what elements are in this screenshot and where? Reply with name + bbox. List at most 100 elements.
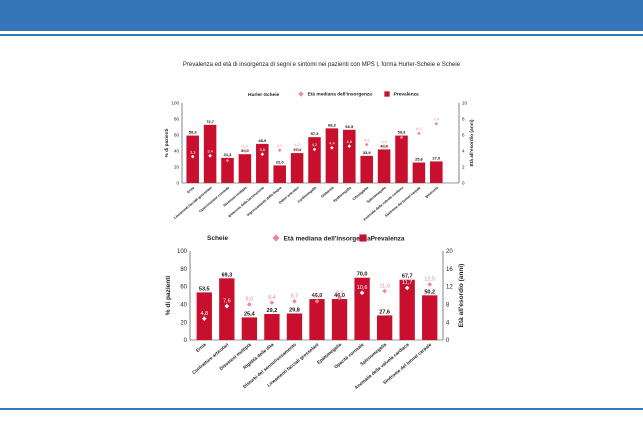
age-value-label: 12,5 [424,277,435,283]
legend-label-marker: Età mediana dell'insorgenza [284,235,372,242]
age-marker [417,131,421,136]
age-marker [404,285,410,291]
age-value-label: 4,6 [381,139,387,144]
bar [399,279,415,340]
age-value-label: 8,4 [268,295,276,301]
age-value-label: 7,6 [223,298,231,304]
header-bar [0,0,643,31]
bar-value-label: 33,9 [363,150,372,155]
y-tick-label-left: 40 [180,303,187,309]
y-tick-label-right: 8 [462,117,465,122]
age-value-label: 4,2 [294,142,300,147]
bar [343,129,356,183]
age-value-label: 10,6 [357,285,368,291]
bar-value-label: 27,6 [379,309,390,315]
bar [203,124,217,183]
age-value-label: 9,4 [336,290,344,296]
age-marker [277,148,282,152]
y-tick-label-right: 12 [446,285,453,291]
header-divider [0,34,643,36]
bar-value-label: 31,3 [224,152,233,157]
category-label: Ernie [186,186,195,195]
age-marker [295,147,299,152]
bar-value-label: 59,3 [398,130,407,135]
bar [238,154,252,183]
y-tick-label-right: 2 [462,165,465,170]
y-tick-label-right: 10 [462,101,468,106]
y-tick-label-right: 6 [462,133,465,138]
y-tick-label-left: 0 [184,338,188,344]
y-tick-label-right: 4 [446,320,450,326]
age-value-label: 4,8 [200,311,208,317]
bar-value-label: 57,3 [311,131,320,136]
bar [241,317,258,340]
age-marker [337,295,342,301]
y-axis-title-left: % di pazienti [164,128,170,157]
bar [422,295,438,340]
y-tick-label-right: 20 [446,249,453,255]
bar-value-label: 53,5 [199,286,210,292]
bar-value-label: 46,0 [312,293,323,299]
age-value-label: 3,6 [260,147,266,152]
bar-value-label: 50,2 [424,289,435,295]
y-axis-title-right: Età all'esordio (anni) [469,119,475,166]
age-marker [260,152,265,156]
age-value-label: 8,0 [246,297,254,303]
age-marker [224,303,230,309]
age-value-label: 8,7 [291,293,299,299]
age-marker [312,147,317,152]
age-marker [314,298,320,304]
bar [395,135,408,183]
legend-marker-swatch [272,234,280,242]
age-value-label: 3,3 [190,149,196,154]
age-value-label: 8,7 [313,293,321,299]
age-marker [247,302,252,307]
legend-bar-swatch [359,234,367,242]
y-tick-label-left: 100 [177,249,188,255]
age-marker [201,316,207,321]
bar-value-label: 22,0 [276,159,285,164]
bar [290,153,304,183]
y-tick-label-right: 16 [446,267,453,273]
age-marker [190,154,195,159]
age-marker [427,282,433,287]
bar [221,157,234,183]
bar [309,299,325,340]
bar [331,299,348,340]
legend-label-bar: Prevalenza [394,92,419,98]
bar [412,162,426,183]
y-tick-label-left: 20 [180,320,187,326]
page-title: Prevalenza ed età di insorgenza di segni… [182,62,461,68]
chart-title: Scheie [207,235,228,242]
age-marker [330,146,334,150]
y-tick-label-left: 20 [174,165,180,170]
age-marker [359,290,365,296]
bar-value-label: 48,9 [258,138,267,143]
bar-value-label: 70,0 [357,272,368,278]
y-tick-label-right: 4 [462,149,465,154]
age-marker [364,142,369,147]
legend-label-bar: Prevalenza [371,235,405,242]
bar [308,137,321,183]
age-marker [243,149,247,153]
age-marker [347,144,352,148]
bar [273,165,286,183]
bar-value-label: 59,3 [189,130,198,135]
age-marker [382,288,387,294]
bar [219,278,235,340]
bar [256,143,269,183]
legend-bar-swatch [384,91,390,97]
y-axis-title-right: Età all'esordio (anni) [458,264,465,328]
bar-value-label: 68,3 [328,122,337,127]
bar-value-label: 72,7 [206,119,215,124]
age-marker [382,144,386,148]
bar [430,161,443,183]
age-value-label: 11,7 [402,280,412,286]
age-value-label: 7,4 [434,117,440,122]
y-tick-label-right: 0 [446,338,450,344]
category-label: Ernia [195,342,207,354]
age-value-label: 5,7 [399,130,405,135]
age-marker [434,122,439,126]
category-label: Sindrome del tunnel carpale [382,342,433,386]
y-tick-label-right: 8 [446,303,450,309]
